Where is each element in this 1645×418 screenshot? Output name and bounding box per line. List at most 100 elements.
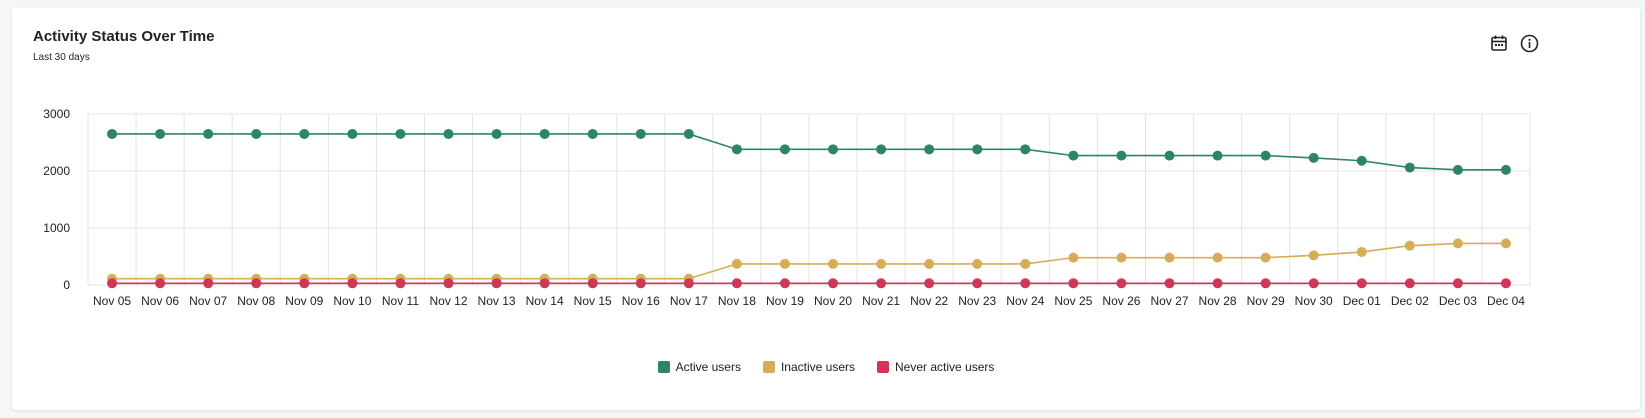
never-active-users-point[interactable] — [1212, 278, 1223, 289]
active-users-point[interactable] — [491, 128, 502, 139]
never-active-users-point[interactable] — [1308, 278, 1319, 289]
never-active-users-point[interactable] — [1404, 278, 1415, 289]
never-active-users-point[interactable] — [779, 278, 790, 289]
active-users-point[interactable] — [1452, 164, 1463, 175]
inactive-users-point[interactable] — [731, 258, 742, 269]
active-users-point[interactable] — [683, 128, 694, 139]
active-users-point[interactable] — [1068, 150, 1079, 161]
active-users-point[interactable] — [347, 128, 358, 139]
never-active-users-point[interactable] — [587, 278, 598, 289]
inactive-users-point[interactable] — [1308, 250, 1319, 261]
never-active-users-point[interactable] — [683, 278, 694, 289]
never-active-users-point[interactable] — [203, 278, 214, 289]
active-users-line — [112, 133, 1506, 171]
active-users-point[interactable] — [1260, 150, 1271, 161]
inactive-users-point[interactable] — [1356, 246, 1367, 257]
never-active-users-point[interactable] — [1068, 278, 1079, 289]
never-active-users-point[interactable] — [1164, 278, 1175, 289]
active-users-point[interactable] — [972, 144, 983, 155]
x-tick-label: Nov 29 — [1247, 294, 1285, 308]
active-users-point[interactable] — [299, 128, 310, 139]
never-active-users-point[interactable] — [155, 278, 166, 289]
x-tick-label: Nov 09 — [285, 294, 323, 308]
active-users-point[interactable] — [1404, 162, 1415, 173]
x-tick-label: Nov 19 — [766, 294, 804, 308]
active-users-point[interactable] — [1020, 144, 1031, 155]
x-tick-label: Nov 20 — [814, 294, 852, 308]
active-users-point[interactable] — [1356, 155, 1367, 166]
x-tick-label: Nov 24 — [1006, 294, 1044, 308]
never-active-users-point[interactable] — [395, 278, 406, 289]
inactive-users-point[interactable] — [1404, 240, 1415, 251]
y-axis-ticks: 0 1000 2000 3000 — [43, 107, 70, 292]
active-users-point[interactable] — [155, 128, 166, 139]
never-active-users-point[interactable] — [107, 278, 118, 289]
never-active-users-point[interactable] — [1452, 278, 1463, 289]
x-tick-label: Nov 06 — [141, 294, 179, 308]
inactive-users-point[interactable] — [876, 258, 887, 269]
never-active-users-point[interactable] — [251, 278, 262, 289]
inactive-users-point[interactable] — [1164, 252, 1175, 263]
never-active-users-point[interactable] — [491, 278, 502, 289]
inactive-users-point[interactable] — [1212, 252, 1223, 263]
inactive-users-point[interactable] — [779, 258, 790, 269]
calendar-icon[interactable] — [1488, 32, 1510, 54]
active-users-point[interactable] — [1116, 150, 1127, 161]
active-users-point[interactable] — [587, 128, 598, 139]
inactive-users-point[interactable] — [972, 258, 983, 269]
never-active-users-point[interactable] — [876, 278, 887, 289]
active-users-point[interactable] — [924, 144, 935, 155]
never-active-users-point[interactable] — [347, 278, 358, 289]
inactive-users-point[interactable] — [828, 258, 839, 269]
inactive-users-point[interactable] — [1260, 252, 1271, 263]
active-users-point[interactable] — [635, 128, 646, 139]
never-active-users-point[interactable] — [972, 278, 983, 289]
active-users-point[interactable] — [203, 128, 214, 139]
never-active-users-point[interactable] — [924, 278, 935, 289]
legend-label: Inactive users — [780, 360, 856, 374]
info-icon[interactable] — [1518, 32, 1540, 54]
activity-status-card: Activity Status Over Time Last 30 days 0… — [12, 8, 1640, 410]
never-active-users-point[interactable] — [443, 278, 454, 289]
never-active-users-point[interactable] — [731, 278, 742, 289]
active-users-point[interactable] — [539, 128, 550, 139]
active-users-point[interactable] — [731, 144, 742, 155]
never-active-users-point[interactable] — [299, 278, 310, 289]
active-users-point[interactable] — [876, 144, 887, 155]
active-users-point[interactable] — [251, 128, 262, 139]
inactive-users-point[interactable] — [1500, 238, 1511, 249]
never-active-users-point[interactable] — [539, 278, 550, 289]
y-tick-label: 2000 — [43, 164, 70, 178]
never-active-users-point[interactable] — [635, 278, 646, 289]
active-users-point[interactable] — [395, 128, 406, 139]
active-users-point[interactable] — [1500, 164, 1511, 175]
active-users-point[interactable] — [1164, 150, 1175, 161]
y-tick-label: 0 — [63, 278, 70, 292]
legend-item-active-users[interactable]: Active users — [657, 360, 741, 374]
x-tick-label: Nov 14 — [526, 294, 564, 308]
never-active-users-point[interactable] — [1260, 278, 1271, 289]
active-users-point[interactable] — [828, 144, 839, 155]
inactive-users-point[interactable] — [1020, 258, 1031, 269]
never-active-users-point[interactable] — [1500, 278, 1511, 289]
x-tick-label: Nov 08 — [237, 294, 275, 308]
x-axis-ticks: Nov 05 Nov 06 Nov 07 Nov 08 Nov 09 Nov 10 Nov … — [93, 294, 1525, 308]
never-active-users-point[interactable] — [828, 278, 839, 289]
inactive-users-point[interactable] — [1452, 238, 1463, 249]
active-users-point[interactable] — [443, 128, 454, 139]
never-active-users-point[interactable] — [1020, 278, 1031, 289]
inactive-users-point[interactable] — [1116, 252, 1127, 263]
chart-legend: Active users Inactive users Never active u… — [12, 360, 1640, 374]
never-active-users-point[interactable] — [1116, 278, 1127, 289]
x-tick-label: Nov 26 — [1102, 294, 1140, 308]
active-users-point[interactable] — [1212, 150, 1223, 161]
legend-item-inactive-users[interactable]: Inactive users — [762, 360, 856, 374]
active-users-point[interactable] — [779, 144, 790, 155]
active-users-point[interactable] — [1308, 152, 1319, 163]
inactive-users-point[interactable] — [1068, 252, 1079, 263]
active-users-point[interactable] — [107, 128, 118, 139]
never-active-users-point[interactable] — [1356, 278, 1367, 289]
inactive-users-point[interactable] — [924, 258, 935, 269]
legend-item-never-active-users[interactable]: Never active users — [877, 360, 994, 374]
x-tick-label: Nov 10 — [333, 294, 371, 308]
